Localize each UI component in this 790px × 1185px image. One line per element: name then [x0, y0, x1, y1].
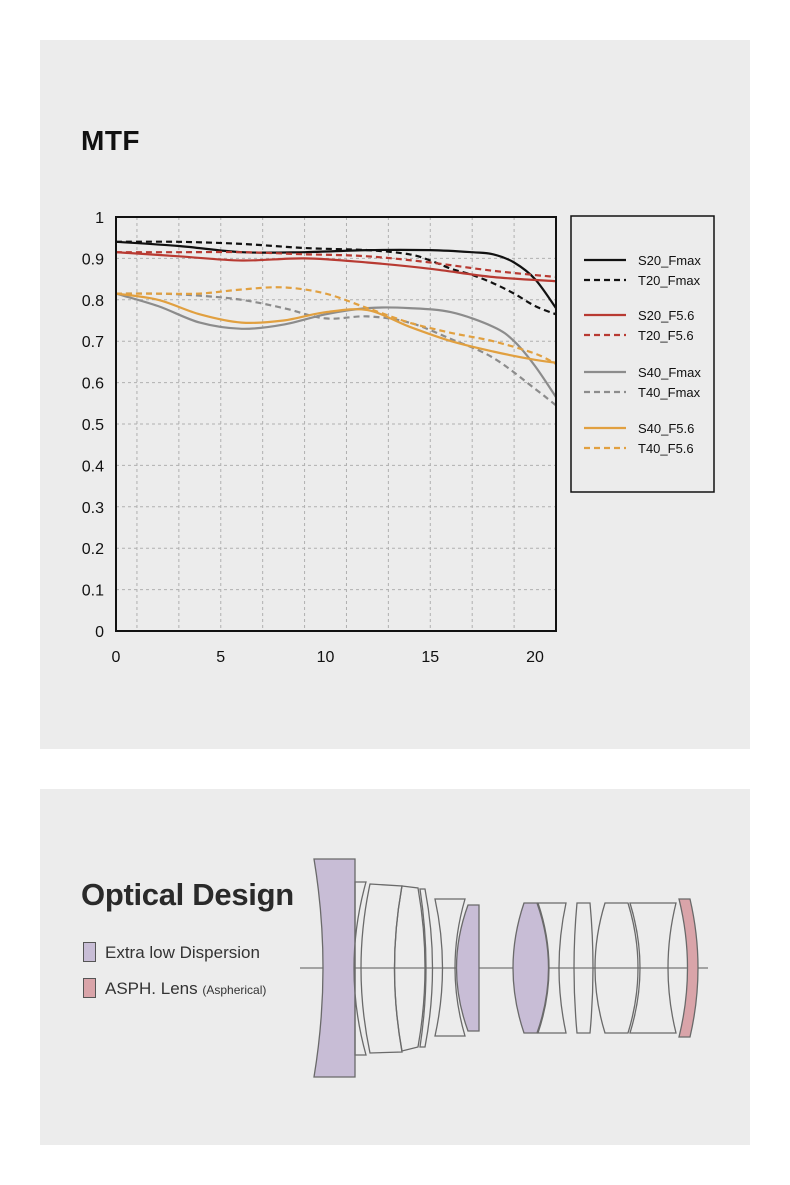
lens-element-7-ed — [455, 904, 480, 1032]
x-tick-label: 0 — [112, 649, 121, 666]
legend-label: S40_Fmax — [638, 365, 701, 380]
y-tick-label: 0.7 — [82, 334, 104, 351]
y-tick-label: 0.6 — [82, 376, 104, 393]
legend-label: S20_F5.6 — [638, 308, 694, 323]
x-tick-label: 15 — [421, 649, 439, 666]
lens-element-6 — [434, 898, 466, 1037]
legend-label: T40_Fmax — [638, 385, 701, 400]
y-tick-label: 0.1 — [82, 583, 104, 600]
y-tick-label: 0.5 — [82, 417, 104, 434]
lens-element-1-ed — [313, 858, 356, 1078]
y-tick-label: 0.9 — [82, 251, 104, 268]
lens-element-11 — [594, 902, 639, 1034]
legend-label-asph: ASPH. Lens — [105, 979, 198, 998]
lens-element-5 — [419, 888, 434, 1048]
y-tick-label: 1 — [95, 210, 104, 227]
lens-element-10 — [573, 902, 594, 1034]
legend-label: T40_F5.6 — [638, 441, 694, 456]
legend-label-ed: Extra low Dispersion — [105, 943, 260, 962]
legend-label: S20_Fmax — [638, 253, 701, 268]
y-tick-label: 0.8 — [82, 293, 104, 310]
series-line-s40-f5-6 — [115, 292, 557, 364]
lens-element-12 — [629, 902, 677, 1034]
lens-element-9 — [537, 902, 567, 1034]
y-tick-label: 0.4 — [82, 458, 104, 475]
ed-swatch-icon — [83, 942, 96, 962]
x-tick-label: 10 — [317, 649, 335, 666]
series-line-t40-f5-6 — [115, 286, 557, 365]
x-tick-label: 5 — [216, 649, 225, 666]
legend-label-asph-note: (Aspherical) — [202, 983, 267, 997]
y-tick-label: 0.2 — [82, 541, 104, 558]
asph-swatch-icon — [83, 978, 96, 998]
lens-element-2 — [353, 881, 367, 1056]
plot-frame — [115, 216, 557, 632]
legend-box — [570, 215, 715, 493]
lens-diagram — [300, 858, 708, 1078]
series-line-t40-fmax — [115, 292, 557, 407]
x-tick-label: 20 — [526, 649, 544, 666]
optical-design-panel: Optical Design Extra low Dispersion ASPH… — [40, 789, 750, 1145]
mtf-title: MTF — [81, 125, 141, 156]
series-line-t20-fmax — [115, 240, 557, 316]
legend-label: S40_F5.6 — [638, 421, 694, 436]
mtf-chart: 0 0.1 0.2 0.3 0.4 0.5 0.6 0.7 0.8 0.9 1 0 5 10 15 20 S… — [82, 210, 715, 666]
lens-element-13-asph — [678, 898, 699, 1038]
y-tick-label: 0.3 — [82, 500, 104, 517]
y-tick-label: 0 — [95, 624, 104, 641]
series-line-t20-f5-6 — [115, 250, 557, 279]
legend-label: T20_Fmax — [638, 273, 701, 288]
legend-label: T20_F5.6 — [638, 328, 694, 343]
series-line-s20-fmax — [115, 240, 557, 309]
optical-title: Optical Design — [81, 877, 294, 912]
series-line-s20-f5-6 — [115, 251, 557, 283]
lens-element-4 — [393, 885, 426, 1052]
